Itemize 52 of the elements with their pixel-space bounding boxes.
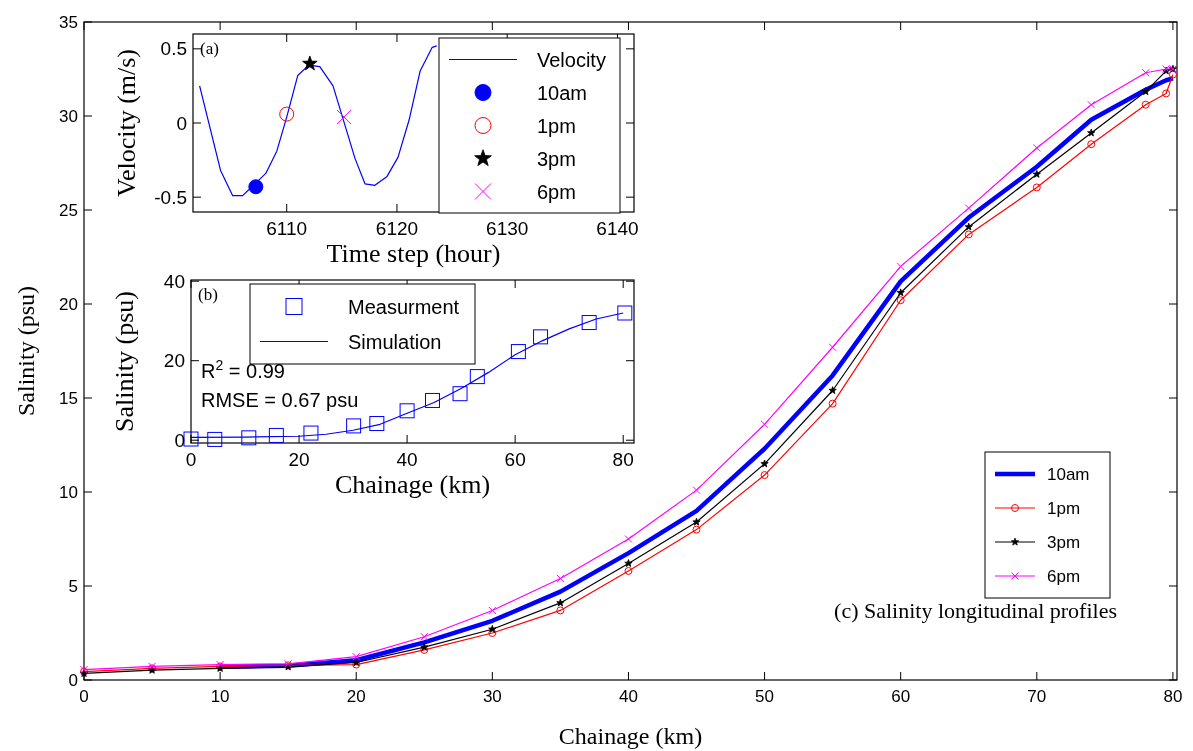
legend-label: 3pm — [1047, 532, 1081, 552]
x-tick-label: 30 — [482, 686, 502, 706]
y-tick-label: 25 — [59, 200, 78, 220]
y-tick-label: 20 — [59, 294, 78, 314]
x-tick-label: 6120 — [375, 218, 419, 240]
x-tick-label: 6110 — [266, 218, 308, 240]
x-tick-label: 50 — [755, 686, 775, 706]
x-tick-label: 6140 — [596, 218, 639, 240]
y-axis-title: Velocity (m/s) — [112, 48, 141, 198]
x-tick-label: 60 — [891, 686, 911, 706]
text: (c) Salinity longitudinal profiles — [834, 598, 1117, 623]
y-tick-label: 40 — [163, 270, 185, 292]
x-axis-title: Chainage (km) — [334, 470, 491, 499]
x-tick-label: 80 — [1163, 686, 1183, 706]
y-tick-label: 10 — [59, 482, 78, 502]
y-tick-label: 35 — [59, 12, 78, 32]
y-tick-label: 5 — [68, 576, 78, 596]
annotation: RMSE = 0.67 psu — [201, 389, 359, 411]
x-tick-label: 40 — [396, 449, 418, 471]
y-tick-label: 15 — [59, 388, 78, 408]
legend-label: 10am — [537, 81, 588, 104]
x-tick-label: 70 — [1027, 686, 1047, 706]
legend-label: Velocity — [537, 48, 606, 71]
y-tick-label: 0 — [174, 429, 185, 451]
y-axis-title: Salinity (psu) — [110, 291, 139, 432]
y-tick-label: 20 — [163, 350, 185, 372]
y-tick-label: 30 — [59, 106, 78, 126]
legend-label: Simulation — [348, 330, 442, 353]
chart-title: (a) — [200, 39, 219, 58]
x-tick-label: 80 — [612, 449, 634, 471]
x-tick-label: 20 — [288, 449, 310, 471]
x-tick-label: 10 — [210, 686, 230, 706]
chart-title: (b) — [198, 285, 218, 304]
legend-label: 1pm — [537, 114, 576, 137]
y-tick-label: 0 — [176, 112, 187, 134]
y-tick-label: 0 — [68, 670, 78, 690]
y-axis-title: Salinity (psu) — [13, 286, 39, 416]
legend-label: Measurment — [348, 295, 460, 318]
annotation: R$^{2}$ = 0.99 — [201, 357, 285, 382]
x-tick-label: 40 — [619, 686, 638, 706]
x-tick-label: 60 — [504, 449, 526, 471]
legend-label: 1pm — [1047, 498, 1081, 518]
legend-label: 3pm — [537, 147, 576, 170]
y-tick-label: 0.5 — [160, 38, 187, 60]
x-axis-title: Time step (hour) — [326, 239, 501, 268]
x-tick-label: 6130 — [486, 218, 529, 240]
legend-label: 6pm — [1047, 566, 1081, 586]
legend-label: 6pm — [537, 180, 576, 203]
y-tick-label: -0.5 — [154, 186, 187, 208]
x-tick-label: 20 — [346, 686, 366, 706]
x-axis-title: Chainage (km) — [558, 723, 703, 749]
legend-label: 10am — [1047, 464, 1090, 484]
